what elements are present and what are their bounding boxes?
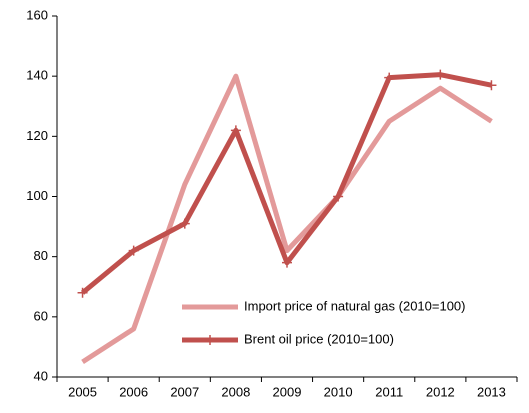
x-tick-label: 2006 bbox=[119, 384, 148, 399]
marker bbox=[486, 80, 497, 91]
legend-marker bbox=[205, 335, 215, 345]
x-tick-label: 2009 bbox=[273, 384, 302, 399]
y-tick-label: 140 bbox=[26, 68, 48, 83]
marker bbox=[230, 125, 241, 136]
y-tick-label: 120 bbox=[26, 128, 48, 143]
marker bbox=[435, 69, 446, 80]
x-tick-label: 2005 bbox=[68, 384, 97, 399]
marker bbox=[282, 257, 292, 268]
y-tick-label: 40 bbox=[34, 368, 48, 383]
y-tick-label: 80 bbox=[34, 248, 48, 263]
x-tick-label: 2008 bbox=[221, 384, 250, 399]
x-tick-label: 2012 bbox=[426, 384, 455, 399]
series-line bbox=[81, 73, 493, 365]
marker bbox=[179, 218, 190, 229]
x-tick-label: 2010 bbox=[324, 384, 353, 399]
marker bbox=[333, 191, 344, 202]
marker bbox=[384, 72, 395, 83]
marker bbox=[77, 287, 88, 298]
marker bbox=[128, 245, 139, 256]
legend-label: Brent oil price (2010=100) bbox=[244, 331, 394, 346]
x-tick-label: 2013 bbox=[477, 384, 506, 399]
x-tick-label: 2007 bbox=[170, 384, 199, 399]
legend-label: Import price of natural gas (2010=100) bbox=[244, 298, 466, 313]
y-tick-label: 160 bbox=[26, 7, 48, 22]
y-tick-label: 60 bbox=[34, 308, 48, 323]
x-tick-label: 2011 bbox=[375, 384, 403, 399]
y-tick-label: 100 bbox=[26, 188, 48, 203]
